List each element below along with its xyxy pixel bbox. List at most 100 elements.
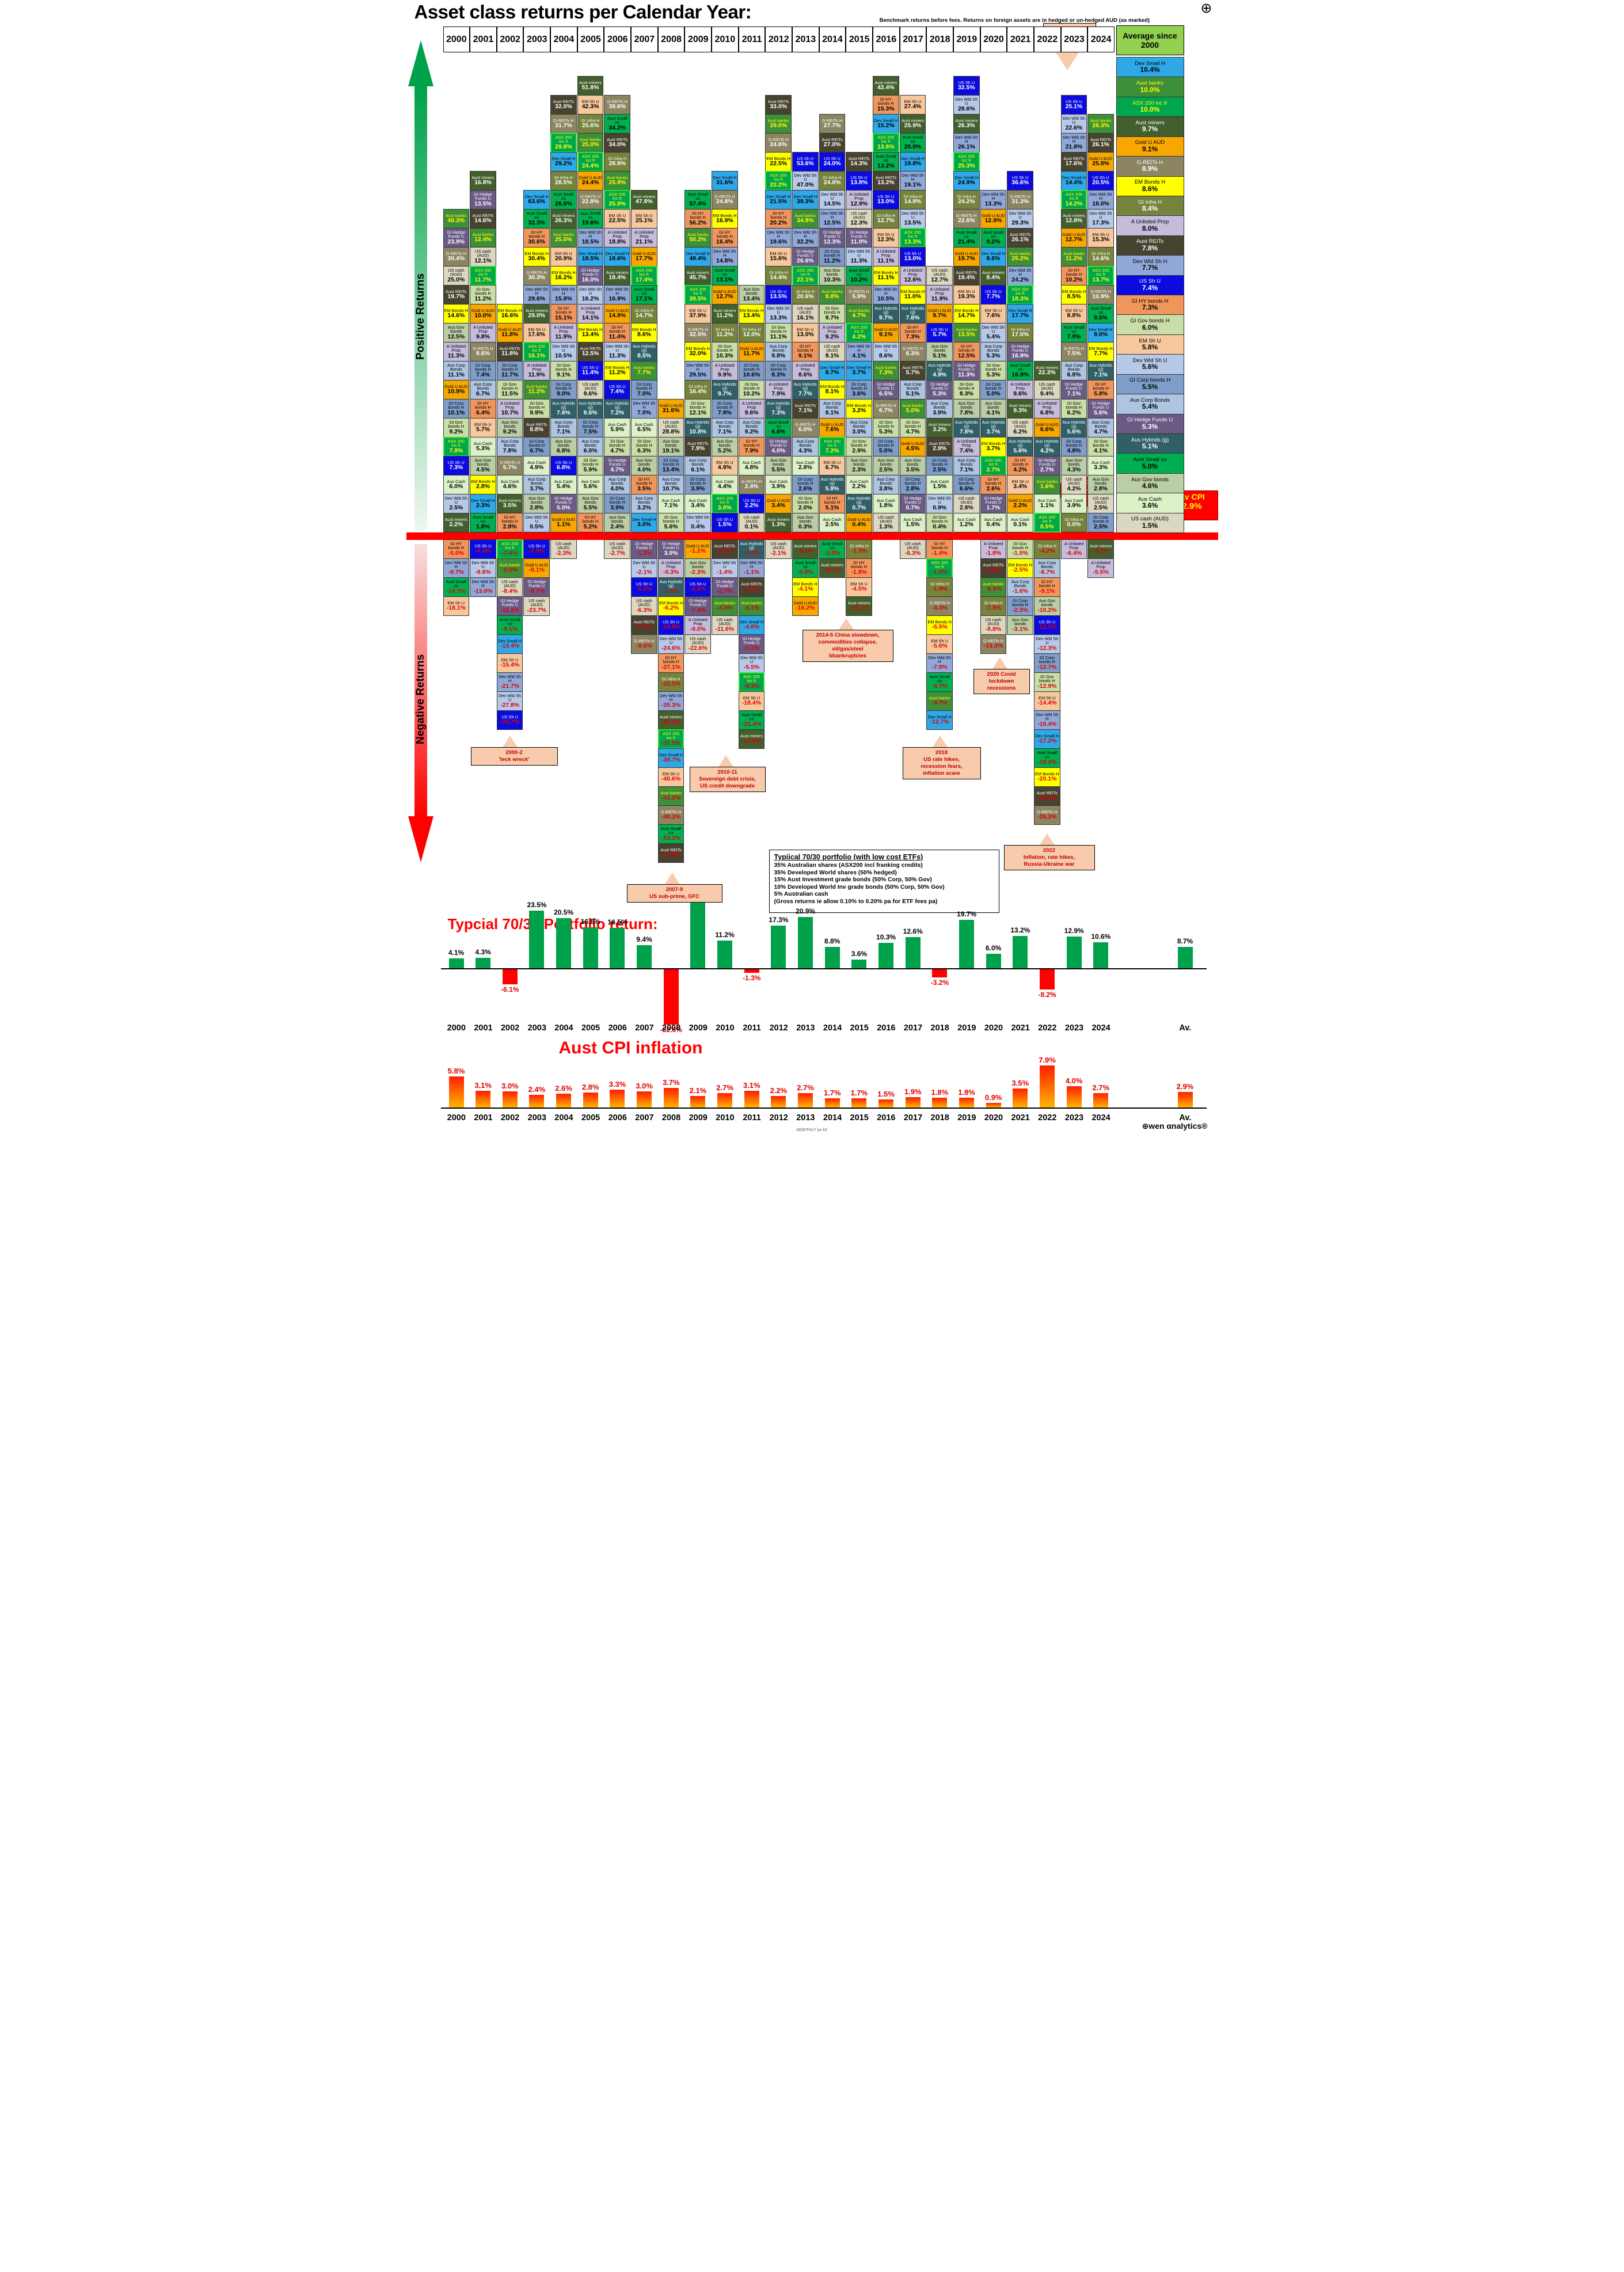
asset-value: 12.6% (904, 276, 922, 284)
asset-value: 16.9% (1011, 371, 1029, 379)
cpi-chart-title: Aust CPI inflation (558, 1038, 703, 1057)
asset-value: 21.1% (636, 238, 653, 246)
asset-label: Gold U AUD (444, 383, 468, 389)
bar-value-label: 3.6% (851, 949, 868, 958)
bar-2010 (717, 941, 733, 968)
asset-cell-ausgov: Aus Gov bonds 2.3% (846, 456, 872, 475)
asset-cell-auscorp: Aus Corp Bonds 7.1% (550, 418, 577, 437)
bar-year-label: 2017 (903, 1113, 923, 1122)
asset-value: 9.8% (825, 293, 839, 300)
asset-label: Aust Small co (714, 267, 735, 277)
asset-value: 21.4% (957, 238, 975, 246)
asset-cell-embonds: EM Bonds H -6.2% (657, 596, 684, 616)
asset-cell-emsh: EM Sh U 42.3% (577, 95, 604, 115)
asset-label: EM Bonds H (739, 307, 764, 313)
asset-cell-ussh: US Sh U 36.6% (1007, 171, 1033, 191)
asset-cell-auscorp: Aus Corp Bonds 3.7% (523, 475, 550, 494)
asset-value: 5.6% (664, 523, 678, 531)
asset-label: Dev Wld Sh H (1062, 134, 1085, 144)
asset-label: Dev Small H (1062, 174, 1086, 180)
asset-cell-greits: G-REITs H 32.5% (684, 323, 712, 342)
asset-cell-gigov: GI Gov bonds H 0.4% (926, 513, 953, 532)
asset-cell-dwsu: Dev Wld Sh U -5.5% (738, 653, 765, 673)
asset-value: 12.9% (984, 217, 1002, 224)
asset-value: 31.6% (662, 407, 680, 414)
asset-value: -18.1% (446, 604, 466, 612)
asset-label: Aust banks (687, 231, 709, 237)
asset-label: Aust miners (1062, 212, 1085, 218)
asset-label: Dev Wld Sh H (552, 286, 575, 296)
asset-value: 13.8% (850, 179, 868, 187)
asset-value: -4.2% (1093, 547, 1109, 555)
asset-value: 10.9% (447, 388, 465, 395)
asset-value: -27.8% (500, 702, 520, 709)
asset-cell-hybrids: Aus Hybrids (g) 8.5% (631, 342, 657, 361)
asset-cell-gigov: GI Gov bonds H 5.9% (577, 456, 604, 475)
asset-cell-banks: Aust banks -6.3% (980, 577, 1007, 597)
asset-value: 4.9% (717, 464, 732, 471)
bar-value-label: 2.7% (716, 1083, 733, 1092)
asset-label: EM Bonds H (632, 326, 656, 332)
asset-value: 14.8% (716, 257, 733, 265)
asset-label: Aust REITs (1036, 790, 1058, 796)
asset-value: 15.2% (877, 122, 895, 130)
bar-value-label: 2.7% (797, 1083, 814, 1092)
asset-label: EM Bonds H (1035, 771, 1059, 777)
bar-year-label: 2024 (1091, 1113, 1110, 1122)
bar-2012 (771, 1095, 786, 1108)
asset-cell-smallco: Aust Small co -21.4% (738, 710, 765, 730)
asset-label: Dev Wld Sh U (1132, 357, 1167, 364)
asset-label: GI Hedge Funds U (581, 267, 600, 277)
asset-cell-miners: Aust miners -0.1% (792, 539, 819, 559)
asset-value: 7.1% (798, 407, 812, 414)
asset-value: 13.2% (877, 179, 895, 187)
asset-cell-smallco: Aust Small co 57.4% (684, 190, 712, 210)
asset-cell-uscash: US cash (AUD) 25.0% (443, 266, 470, 286)
asset-value: 7.1% (1067, 390, 1081, 398)
asset-value: 3.2% (637, 504, 651, 512)
asset-cell-hybrids: Aus Hybrids (g) 7.6% (550, 399, 577, 418)
bar-year-label: 2004 (554, 1023, 573, 1033)
asset-value: -4.2% (1039, 547, 1055, 555)
asset-cell-ussh: US Sh U -19.8% (657, 615, 684, 635)
asset-value: 9.7% (1142, 125, 1158, 134)
asset-label: A Unlisted Prop (957, 438, 976, 448)
asset-cell-dwsh: Dev Wld Sh H 13.3% (980, 190, 1007, 210)
asset-cell-greits: G-REITs H 5.9% (846, 285, 872, 305)
year-header-2008: 2008 (657, 26, 685, 52)
asset-value: 16.1% (796, 314, 814, 322)
asset-label: US cash (AUD) (663, 419, 679, 429)
x-axis (440, 968, 1207, 969)
bar-year-label: 2016 (877, 1113, 896, 1122)
asset-label: EM Bonds H (1008, 562, 1032, 568)
asset-value: 0.4% (691, 523, 705, 531)
bar-year-label: 2002 (500, 1023, 520, 1033)
asset-label: US Sh U (904, 250, 921, 256)
asset-label: GI HY bonds H (448, 541, 465, 551)
asset-label: GI HY bonds H (1066, 267, 1082, 277)
bar-value-label: 2.2% (770, 1086, 788, 1095)
asset-cell-uscash: US cash (AUD) -2.7% (604, 539, 631, 559)
asset-label: US cash (AUD) (824, 343, 840, 353)
asset-value: 12.3% (850, 219, 868, 227)
asset-cell-ussh: US Sh U 7.4% (1116, 275, 1184, 296)
asset-label: GI Gov bonds H (743, 381, 760, 391)
asset-cell-hedge: GI Hedge Funds U 12.3% (819, 228, 846, 248)
asset-cell-auscash: Aus Cash 3.6% (1116, 493, 1184, 513)
asset-value: 27.4% (904, 103, 922, 111)
asset-cell-smallco: Aust Small co 7.8% (1060, 323, 1087, 342)
asset-label: Dev Wld Sh H (1089, 191, 1112, 201)
footer-note: MONTHLY \yr-h2 (796, 1128, 828, 1132)
asset-label: GI Infra H (608, 155, 627, 161)
asset-value: 39.3% (796, 198, 814, 205)
bar-value-label: 2.1% (689, 1086, 707, 1095)
bar-year-label: 2019 (957, 1023, 976, 1033)
asset-label: Dev Wld Sh H (1009, 267, 1032, 277)
asset-value: 28.9% (608, 160, 626, 168)
asset-label: Aust Small co (929, 673, 950, 684)
asset-label: EM Sh U (904, 98, 922, 104)
asset-value: 11.0% (904, 293, 922, 300)
asset-cell-banks: Aust banks 50.2% (684, 228, 712, 248)
asset-value: 32.5% (957, 84, 975, 92)
asset-value: 1.5% (933, 483, 947, 490)
